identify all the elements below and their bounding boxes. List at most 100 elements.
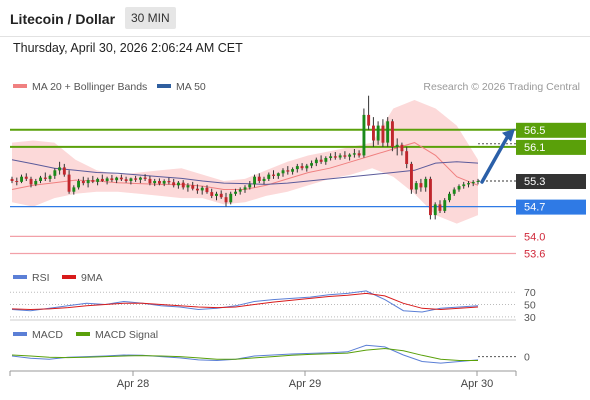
candle-body xyxy=(20,176,23,182)
candle-body xyxy=(448,193,451,201)
candle-body xyxy=(177,182,180,186)
candle-body xyxy=(438,204,442,211)
candle-body xyxy=(134,178,138,180)
legend-macd-signal: MACD Signal xyxy=(95,329,158,341)
candles xyxy=(10,95,480,220)
candle-body xyxy=(119,177,123,180)
level-badge-56.1 xyxy=(516,139,586,155)
candle-body xyxy=(53,170,57,176)
bollinger-bands xyxy=(12,100,478,224)
x-tick-label: Apr 29 xyxy=(289,378,321,390)
level-badge-56.5 xyxy=(516,122,586,138)
projection-arrow-shaft xyxy=(480,134,510,184)
candle-body xyxy=(181,182,185,188)
candle-body xyxy=(348,154,352,157)
candle-body xyxy=(257,176,261,181)
candle-body xyxy=(291,169,294,172)
candle-body xyxy=(205,187,209,193)
candle-body xyxy=(67,174,71,192)
level-label-56.5: 56.5 xyxy=(524,125,545,137)
candle-body xyxy=(243,187,247,190)
instrument-title: Litecoin / Dollar xyxy=(10,11,116,27)
candle-body xyxy=(24,176,28,179)
candle-body xyxy=(48,175,52,179)
legend-swatch-rsi-ma xyxy=(62,275,76,279)
x-tick-label: Apr 30 xyxy=(461,378,493,390)
x-tick-label: Apr 28 xyxy=(117,378,149,390)
level-badge-54.7 xyxy=(516,199,586,215)
candle-body xyxy=(443,200,447,211)
candle-body xyxy=(395,144,399,147)
level-label-54.7: 54.7 xyxy=(524,202,545,214)
candle-body xyxy=(105,178,109,181)
macd-panel: 0 xyxy=(11,344,530,364)
candle-body xyxy=(196,188,199,191)
legend-rsi: RSI xyxy=(32,272,50,284)
candle-body xyxy=(72,187,76,192)
candle-body xyxy=(462,184,466,187)
macd-signal-line xyxy=(11,347,478,361)
candle-body xyxy=(115,177,119,181)
candle-body xyxy=(110,178,114,181)
candle-body xyxy=(410,163,413,190)
candle-body xyxy=(139,177,142,180)
candle-body xyxy=(129,178,133,181)
macd-line xyxy=(11,344,479,364)
candle-body xyxy=(96,178,100,182)
candle-body xyxy=(424,178,428,188)
candle-body xyxy=(333,156,337,158)
ma50-line xyxy=(11,159,479,185)
candle-body xyxy=(305,165,309,169)
candle-body xyxy=(215,193,218,196)
projection-arrow xyxy=(480,128,515,184)
level-label-53.6: 53.6 xyxy=(524,249,545,261)
current-price-badge xyxy=(516,174,586,189)
candle-body xyxy=(310,163,313,166)
legend-swatch-macd-signal xyxy=(76,332,90,336)
candle-body xyxy=(386,121,390,143)
candle-body xyxy=(367,114,371,126)
candle-body xyxy=(405,151,409,164)
rsi-tick-30: 30 xyxy=(524,312,536,324)
candle-body xyxy=(77,181,80,188)
candle-body xyxy=(262,178,266,181)
candle-body xyxy=(381,125,385,143)
candle-body xyxy=(295,166,299,170)
candle-body xyxy=(429,178,432,216)
current-price-label: 55.3 xyxy=(524,176,545,188)
header-divider xyxy=(0,36,590,37)
candle-body xyxy=(58,167,61,171)
candle-body xyxy=(91,180,95,182)
candle-body xyxy=(62,167,66,175)
candle-body xyxy=(467,183,470,185)
candle-body xyxy=(419,183,423,188)
candle-body xyxy=(124,179,128,181)
candle-body xyxy=(400,144,404,152)
legend-rsi-ma: 9MA xyxy=(81,272,103,284)
rsi-tick-50: 50 xyxy=(524,300,536,312)
candle-body xyxy=(343,155,347,157)
candle-body xyxy=(457,186,461,190)
projection-arrow-head xyxy=(502,128,515,142)
candle-body xyxy=(324,158,328,162)
candle-body xyxy=(372,125,375,141)
candle-body xyxy=(267,174,271,179)
candle-body xyxy=(86,180,90,184)
legend-swatch-rsi xyxy=(13,275,27,279)
level-labels: 56.5 56.1 54.7 54.0 53.6 55.3 xyxy=(516,122,586,261)
legend-swatch-ma20 xyxy=(13,84,27,88)
candle-body xyxy=(272,174,275,176)
candle-body xyxy=(34,181,38,185)
candle-body xyxy=(167,181,171,183)
chart-header: Litecoin / Dollar 30 MIN xyxy=(0,0,590,36)
candle-body xyxy=(10,178,14,181)
candle-body xyxy=(362,114,366,156)
candle-body xyxy=(229,193,233,203)
candle-body xyxy=(238,189,242,192)
candle-body xyxy=(391,121,394,147)
candle-body xyxy=(234,191,237,194)
candle-body xyxy=(153,181,157,184)
timeframe-badge[interactable]: 30 MIN xyxy=(125,7,176,29)
